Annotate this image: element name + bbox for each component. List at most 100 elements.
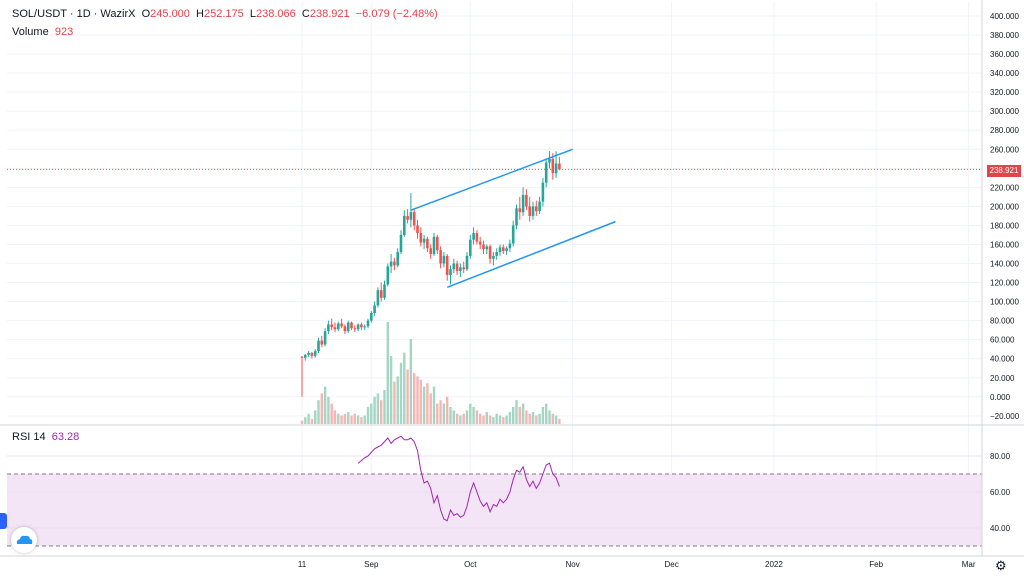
candle-body — [393, 261, 396, 266]
volume-bar — [419, 379, 422, 424]
rsi-tick-label: 40.00 — [990, 524, 1011, 533]
volume-bar — [498, 415, 502, 424]
volume-bar — [356, 415, 360, 424]
candle-body — [548, 158, 551, 163]
gear-icon[interactable]: ⚙ — [995, 558, 1007, 573]
volume-bar — [370, 403, 373, 424]
volume-bar — [482, 415, 485, 424]
volume-bar — [317, 400, 320, 424]
x-tick-label: Oct — [464, 560, 477, 569]
candle-body — [403, 215, 406, 235]
y-tick-label: 360.000 — [990, 50, 1019, 59]
candle-body — [508, 243, 512, 249]
volume-bar — [452, 410, 455, 424]
volume-bar — [426, 383, 429, 424]
volume-bar — [320, 393, 323, 424]
candlestick-series — [300, 151, 561, 397]
candle-body — [488, 246, 492, 259]
volume-bar — [459, 415, 462, 424]
volume-bars — [300, 322, 561, 424]
candle-body — [528, 206, 531, 216]
volume-bar — [538, 413, 541, 424]
volume-bar — [383, 390, 386, 424]
candle-body — [419, 233, 423, 243]
volume-bar — [508, 412, 512, 424]
rsi-legend: RSI 14 63.28 — [12, 431, 79, 443]
candle-body — [439, 250, 442, 264]
y-tick-label: 20.000 — [990, 374, 1015, 383]
volume-legend: Volume 923 — [12, 26, 73, 38]
candle-body — [429, 248, 432, 254]
candle-body — [356, 324, 360, 330]
candle-body — [337, 323, 340, 330]
x-tick-label: Nov — [565, 560, 579, 569]
volume-bar — [416, 376, 419, 424]
volume-bar — [360, 417, 363, 424]
volume-bar — [548, 410, 551, 424]
symbol-label[interactable]: SOL/USDT · 1D · WazirX — [12, 8, 136, 20]
rsi-pane — [7, 435, 982, 547]
candle-body — [452, 263, 456, 270]
candle-body — [363, 326, 366, 328]
candle-body — [455, 263, 459, 272]
x-tick-label: Feb — [869, 560, 883, 569]
volume-bar — [479, 413, 482, 424]
volume-bar — [376, 393, 380, 424]
y-tick-label: 160.000 — [990, 240, 1019, 249]
volume-bar — [545, 403, 548, 424]
candle-body — [436, 236, 439, 251]
candle-body — [376, 290, 380, 306]
rsi-tick-label: 80.00 — [990, 452, 1011, 461]
volume-bar — [554, 415, 558, 424]
candle-body — [370, 313, 373, 321]
rsi-label[interactable]: RSI 14 — [12, 431, 46, 443]
volume-bar — [492, 417, 495, 424]
volume-bar — [340, 415, 343, 424]
volume-bar — [304, 417, 307, 424]
candle-body — [525, 194, 528, 207]
tradingview-cloud-icon[interactable] — [11, 527, 37, 553]
y-tick-label: 320.000 — [990, 88, 1019, 97]
volume-bar — [505, 415, 508, 424]
x-tick-label: 2022 — [765, 560, 783, 569]
x-tick-label: Dec — [664, 560, 678, 569]
volume-value: 923 — [54, 26, 74, 38]
candle-body — [544, 162, 548, 183]
volume-bar — [469, 403, 472, 424]
candle-body — [485, 246, 489, 250]
high-value: 252.175 — [204, 8, 244, 20]
volume-bar — [488, 415, 492, 424]
candle-body — [317, 340, 320, 352]
y-tick-label: 220.000 — [990, 183, 1019, 192]
volume-bar — [393, 381, 396, 424]
candle-body — [554, 163, 558, 174]
volume-bar — [406, 369, 409, 424]
y-tick-label: 140.000 — [990, 260, 1019, 269]
volume-bar — [472, 407, 475, 424]
y-tick-label: 340.000 — [990, 69, 1019, 78]
y-tick-label: 60.000 — [990, 336, 1015, 345]
candle-body — [330, 324, 333, 328]
candle-body — [333, 327, 337, 330]
volume-bar — [413, 373, 416, 424]
candle-body — [300, 356, 304, 358]
volume-bar — [436, 403, 439, 424]
open-value: 245.000 — [150, 8, 190, 20]
volume-bar — [495, 413, 498, 424]
candle-body — [422, 238, 426, 243]
candle-body — [449, 269, 452, 275]
volume-bar — [485, 412, 488, 424]
candle-body — [521, 194, 525, 213]
volume-bar — [518, 407, 521, 424]
volume-label[interactable]: Volume — [12, 26, 49, 38]
side-panel-toggle-icon[interactable] — [0, 513, 7, 529]
candle-body — [505, 248, 508, 252]
x-tick-label: 11 — [298, 560, 307, 569]
candle-body — [343, 326, 347, 332]
volume-bar — [525, 410, 528, 424]
low-value: 238.066 — [256, 8, 296, 20]
volume-bar — [307, 413, 310, 424]
close-label: C — [301, 8, 310, 20]
